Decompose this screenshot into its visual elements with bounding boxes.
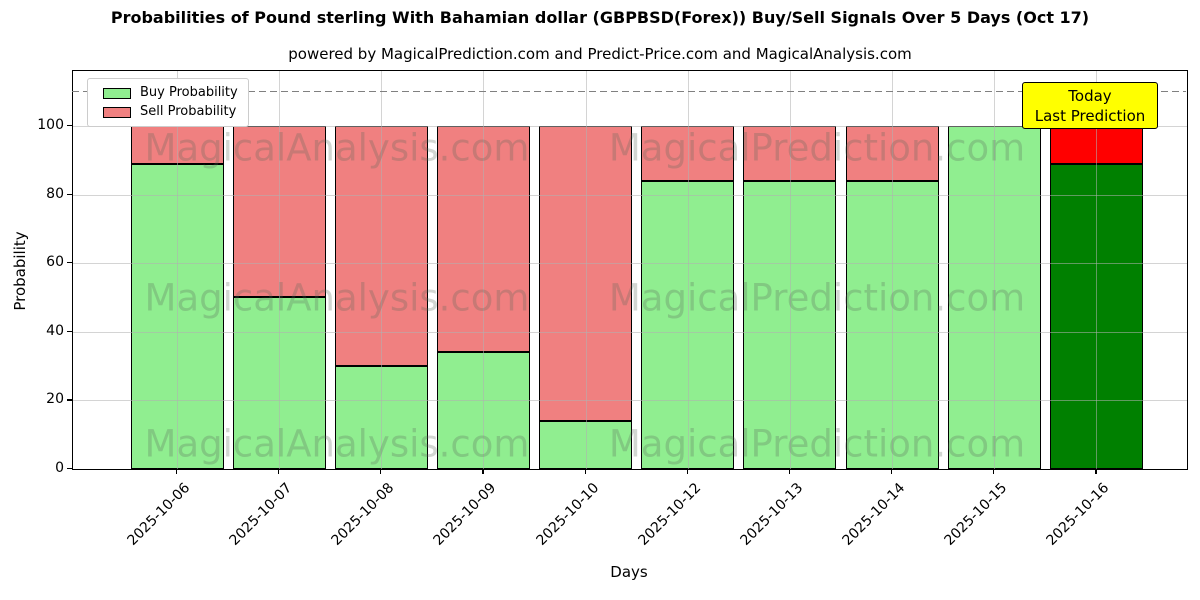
watermark-text: MagicalAnalysis.com <box>144 276 530 320</box>
horizontal-gridline <box>73 263 1187 265</box>
x-tick-mark <box>584 469 586 474</box>
y-tick-mark <box>67 262 72 264</box>
x-tick-label: 2025-10-09 <box>430 480 500 549</box>
legend-label-sell: Sell Probability <box>140 104 237 119</box>
horizontal-gridline <box>73 194 1187 196</box>
horizontal-gridline <box>73 331 1187 333</box>
legend: Buy Probability Sell Probability <box>87 78 249 127</box>
x-tick-mark <box>482 469 484 474</box>
legend-item-sell: Sell Probability <box>88 105 248 119</box>
x-tick-label: 2025-10-12 <box>635 480 705 549</box>
vertical-gridline <box>892 71 894 469</box>
vertical-gridline <box>789 71 791 469</box>
watermark-text: MagicalPrediction.com <box>608 126 1026 170</box>
horizontal-gridline <box>73 125 1187 127</box>
vertical-gridline <box>1096 71 1098 469</box>
y-tick-label: 40 <box>46 322 64 339</box>
x-tick-mark <box>788 469 791 474</box>
x-tick-mark <box>891 469 893 474</box>
chart-title: Probabilities of Pound sterling With Bah… <box>110 8 1090 27</box>
y-tick-mark <box>67 468 72 470</box>
vertical-gridline <box>687 71 689 469</box>
watermark-text: MagicalPrediction.com <box>608 276 1026 320</box>
watermark-text: MagicalAnalysis.com <box>144 422 530 466</box>
annotation-line-2: Last Prediction <box>1034 106 1146 125</box>
horizontal-gridline <box>73 400 1187 402</box>
watermark-text: MagicalPrediction.com <box>608 422 1026 466</box>
x-tick-mark <box>1095 469 1097 474</box>
x-tick-label: 2025-10-15 <box>941 480 1011 549</box>
legend-label-buy: Buy Probability <box>140 85 238 100</box>
watermark-text: MagicalAnalysis.com <box>144 126 530 170</box>
x-tick-mark <box>176 469 178 474</box>
x-tick-mark <box>686 469 688 474</box>
x-tick-mark <box>380 469 382 474</box>
y-tick-mark <box>67 193 72 195</box>
vertical-gridline <box>483 71 485 469</box>
y-tick-label: 60 <box>46 254 64 271</box>
y-tick-label: 20 <box>46 391 64 408</box>
x-tick-label: 2025-10-13 <box>737 480 807 549</box>
annotation-line-1: Today <box>1068 86 1112 105</box>
sell-color-swatch <box>103 106 131 118</box>
x-tick-mark <box>278 469 280 474</box>
x-tick-label: 2025-10-14 <box>839 480 909 549</box>
vertical-gridline <box>279 71 281 469</box>
legend-item-buy: Buy Probability <box>88 86 248 100</box>
vertical-gridline <box>177 71 178 469</box>
y-tick-mark <box>67 330 72 332</box>
x-tick-mark <box>993 469 995 474</box>
dashed-threshold-line <box>72 90 1186 93</box>
today-annotation: Today Last Prediction <box>1022 82 1158 129</box>
x-axis-title: Days <box>610 563 648 581</box>
x-tick-label: 2025-10-16 <box>1043 480 1113 549</box>
x-tick-label: 2025-10-10 <box>533 480 602 549</box>
x-tick-label: 2025-10-06 <box>124 480 194 549</box>
vertical-gridline <box>994 71 996 469</box>
buy-color-swatch <box>103 87 131 99</box>
vertical-gridline <box>585 71 587 469</box>
y-tick-label: 0 <box>55 460 64 476</box>
y-tick-mark <box>67 124 72 127</box>
vertical-gridline <box>381 71 383 469</box>
x-tick-label: 2025-10-08 <box>328 480 398 549</box>
y-tick-mark <box>67 399 72 401</box>
chart-subtitle: powered by MagicalPrediction.com and Pre… <box>288 45 912 63</box>
y-tick-label: 100 <box>37 116 64 133</box>
x-tick-label: 2025-10-07 <box>226 480 296 549</box>
y-tick-label: 80 <box>46 185 64 202</box>
plot-area <box>72 70 1188 470</box>
